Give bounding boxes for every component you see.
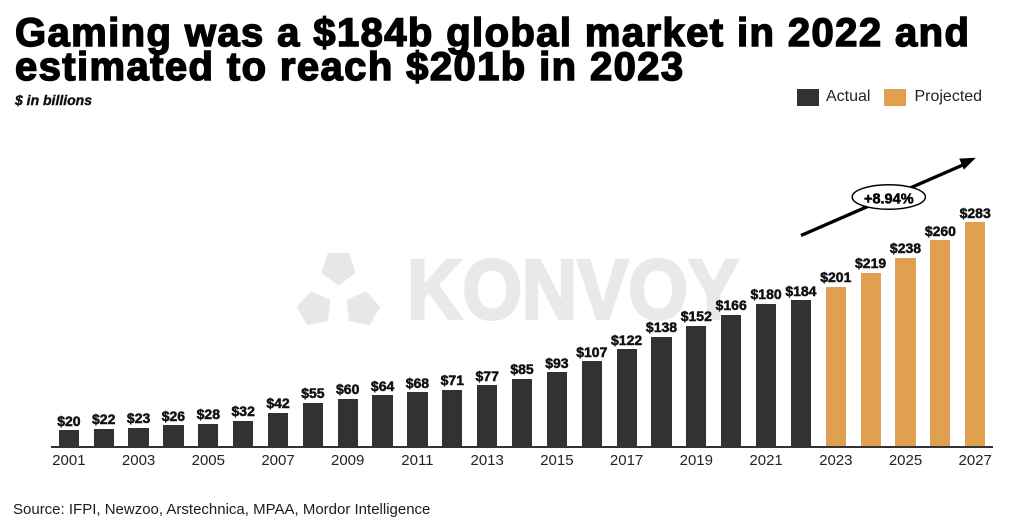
svg-text:KONVOY: KONVOY <box>407 243 739 337</box>
svg-text:+8.94%: +8.94% <box>864 191 914 207</box>
